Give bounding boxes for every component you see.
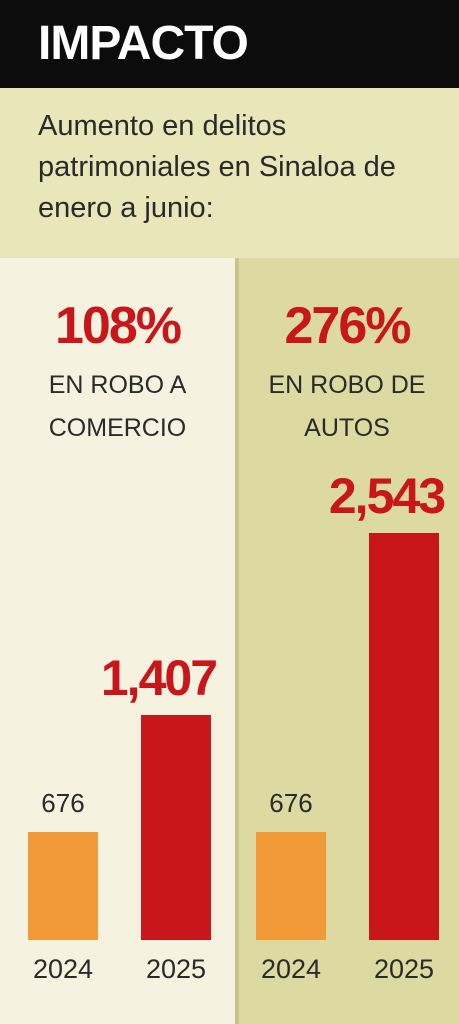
x-tick-label: 2024 <box>260 954 322 984</box>
chart-title: 276% <box>284 297 412 355</box>
bar <box>28 831 98 940</box>
value-label: 676 <box>41 787 85 818</box>
title: IMPACTO <box>38 17 249 70</box>
bar <box>141 714 211 940</box>
value-label: 1,407 <box>100 649 218 706</box>
chart-subtitle: EN ROBO A COMERCIO <box>48 371 187 442</box>
x-tick-label: 2024 <box>32 954 94 984</box>
subtitle: Aumento en delitos patrimoniales en Sina… <box>38 110 396 224</box>
bar <box>256 831 326 940</box>
value-label: 676 <box>269 787 313 818</box>
x-tick-label: 2025 <box>145 954 207 984</box>
value-label: 2,543 <box>328 468 446 524</box>
subtitle-band <box>0 88 459 258</box>
chart-title: 108% <box>55 297 182 355</box>
header-bar <box>0 0 459 88</box>
bar <box>369 533 439 940</box>
chart-subtitle: EN ROBO DE AUTOS <box>268 371 426 442</box>
x-tick-label: 2025 <box>373 954 435 984</box>
